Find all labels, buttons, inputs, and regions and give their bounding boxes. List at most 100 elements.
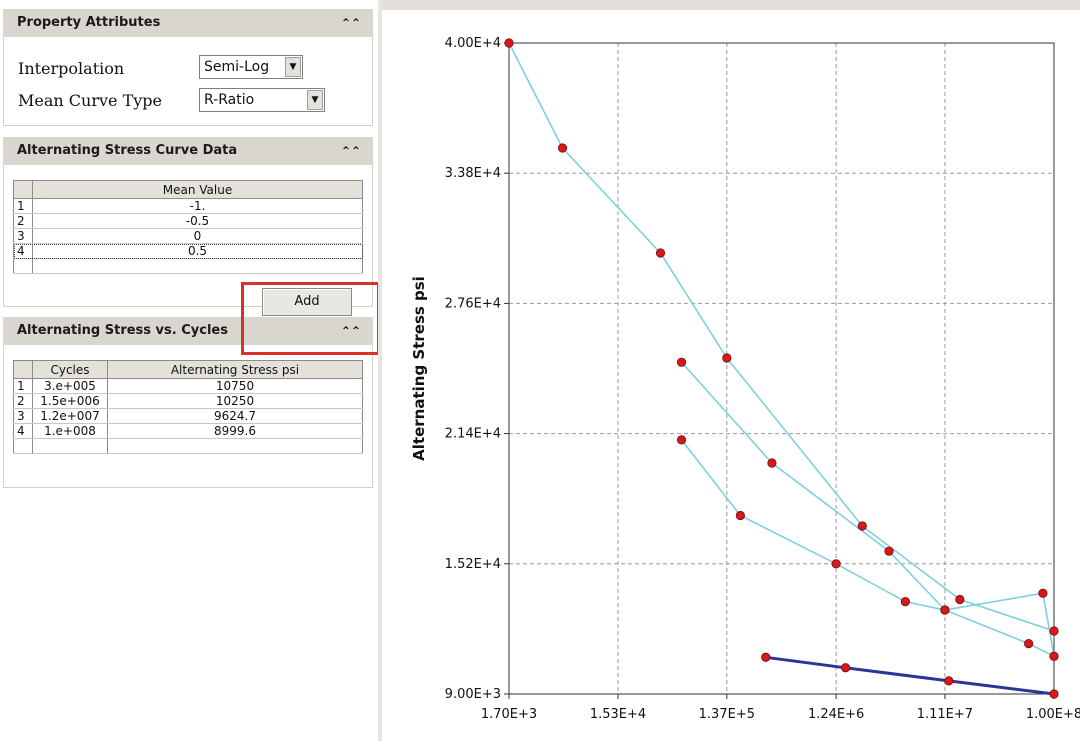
y-tick-label: 4.00E+4 [445, 36, 501, 51]
mean-curve-type-value: R-Ratio [204, 92, 255, 108]
stress-column-header[interactable]: Alternating Stress psi [107, 360, 363, 379]
table-row[interactable]: 3 1.2e+007 9624.7 [13, 408, 363, 424]
data-point[interactable] [735, 510, 745, 521]
mean-curve-type-select[interactable]: R-Ratio ▼ [199, 88, 325, 112]
data-point[interactable] [857, 521, 867, 531]
empty-cell[interactable] [107, 438, 363, 454]
property-attributes-panel: Interpolation Semi-Log ▼ Mean Curve Type… [3, 37, 373, 126]
y-tick-label: 2.14E+4 [445, 427, 501, 442]
mean-curve-type-label: Mean Curve Type [18, 91, 162, 110]
data-point[interactable] [884, 546, 894, 556]
data-point[interactable] [676, 357, 687, 367]
mean-value-column-header[interactable]: Mean Value [32, 180, 363, 199]
chart-svg: 1.70E+3 1.53E+4 1.37E+5 1.24E+6 1.11E+7 1.00E… [410, 36, 1080, 722]
add-button[interactable]: Add [262, 288, 352, 316]
row-number: 4 [13, 423, 33, 439]
stress-cell[interactable]: 9624.7 [107, 408, 363, 424]
data-point[interactable] [1049, 689, 1059, 699]
row-number-empty [13, 258, 33, 274]
dropdown-arrow-icon[interactable]: ▼ [307, 90, 323, 110]
plot-frame [508, 42, 1055, 695]
row-number: 3 [13, 408, 33, 424]
y-axis-label: Alternating Stress psi [410, 276, 428, 461]
plot-area [509, 43, 1054, 694]
data-point[interactable] [655, 248, 666, 258]
y-tick-label: 2.76E+4 [445, 296, 501, 311]
x-tick-label: 1.00E+8 [1026, 707, 1080, 722]
row-number: 3 [13, 228, 33, 244]
row-number: 4 [13, 243, 33, 259]
mean-value-cell[interactable]: 0.5 [32, 243, 363, 259]
x-tick-label: 1.70E+3 [481, 707, 537, 722]
curve-line-2[interactable] [680, 361, 1055, 657]
selected-curve-line[interactable] [765, 655, 1055, 696]
empty-row[interactable] [13, 438, 363, 454]
data-point[interactable] [557, 143, 568, 153]
double-chevron-up-icon[interactable]: ⌃⌃ [340, 144, 361, 158]
table-row[interactable]: 1 -1. [13, 198, 363, 214]
interpolation-label: Interpolation [18, 59, 125, 78]
cycles-column-header[interactable]: Cycles [32, 360, 108, 379]
double-chevron-up-icon[interactable]: ⌃⌃ [340, 16, 361, 30]
y-tick-label: 9.00E+3 [445, 687, 501, 702]
data-point[interactable] [722, 353, 732, 363]
row-header-corner [13, 360, 33, 379]
property-attributes-header[interactable]: Property Attributes ⌃⌃ [3, 9, 373, 37]
x-tick-label: 1.24E+6 [808, 707, 864, 722]
row-number-empty [13, 438, 33, 454]
data-point[interactable] [1024, 638, 1034, 649]
interpolation-select[interactable]: Semi-Log ▼ [199, 55, 303, 79]
data-point[interactable] [900, 596, 910, 607]
chart-toolbar-strip [382, 0, 1080, 10]
empty-row[interactable] [13, 258, 363, 274]
left-panel: Property Attributes ⌃⌃ Interpolation Sem… [0, 0, 380, 741]
cycles-cell[interactable]: 1.e+008 [32, 423, 108, 439]
stress-cycles-header[interactable]: Alternating Stress vs. Cycles ⌃⌃ [3, 317, 373, 345]
data-point[interactable] [840, 663, 851, 673]
curve-data-header[interactable]: Alternating Stress Curve Data ⌃⌃ [3, 137, 373, 165]
table-row[interactable]: 3 0 [13, 228, 363, 244]
mean-value-cell[interactable]: -1. [32, 198, 363, 214]
y-tick-label: 3.38E+4 [445, 166, 501, 181]
cycles-cell[interactable]: 3.e+005 [32, 378, 108, 394]
data-point[interactable] [767, 458, 777, 468]
interpolation-value: Semi-Log [204, 59, 270, 75]
panel-divider[interactable] [378, 0, 382, 741]
data-point[interactable] [761, 652, 771, 662]
stress-cycles-title: Alternating Stress vs. Cycles [17, 323, 228, 338]
data-point[interactable] [1049, 651, 1059, 661]
empty-cell[interactable] [32, 438, 108, 454]
data-point[interactable] [831, 559, 841, 569]
table-row[interactable]: 2 1.5e+006 10250 [13, 393, 363, 409]
data-point[interactable] [1049, 626, 1059, 636]
mean-value-cell[interactable]: 0 [32, 228, 363, 244]
table-row[interactable]: 2 -0.5 [13, 213, 363, 229]
sn-curve-chart: 1.70E+3 1.53E+4 1.37E+5 1.24E+6 1.11E+7 1.00E… [382, 10, 1080, 741]
data-point[interactable] [955, 594, 965, 605]
data-point[interactable] [944, 676, 954, 686]
mean-value-cell[interactable]: -0.5 [32, 213, 363, 229]
stress-cycles-table: Cycles Alternating Stress psi 1 3.e+005 … [13, 360, 363, 454]
row-number: 1 [13, 378, 33, 394]
table-row[interactable]: 1 3.e+005 10750 [13, 378, 363, 394]
data-point[interactable] [504, 38, 514, 48]
data-point[interactable] [940, 605, 950, 615]
x-tick-label: 1.53E+4 [590, 707, 646, 722]
row-number: 1 [13, 198, 33, 214]
table-row[interactable]: 4 1.e+008 8999.6 [13, 423, 363, 439]
stress-cell[interactable]: 8999.6 [107, 423, 363, 439]
stress-cell[interactable]: 10750 [107, 378, 363, 394]
empty-cell[interactable] [32, 258, 363, 274]
x-tick-label: 1.37E+5 [699, 707, 755, 722]
dropdown-arrow-icon[interactable]: ▼ [285, 57, 301, 77]
data-point[interactable] [1038, 588, 1048, 598]
table-row[interactable]: 4 0.5 [13, 243, 363, 259]
highlight-box [241, 282, 380, 355]
cycles-cell[interactable]: 1.5e+006 [32, 393, 108, 409]
cycles-cell[interactable]: 1.2e+007 [32, 408, 108, 424]
y-tick-label: 1.52E+4 [445, 557, 501, 572]
stress-cell[interactable]: 10250 [107, 393, 363, 409]
data-point[interactable] [676, 435, 687, 445]
property-attributes-title: Property Attributes [17, 15, 161, 30]
double-chevron-up-icon[interactable]: ⌃⌃ [340, 324, 361, 338]
